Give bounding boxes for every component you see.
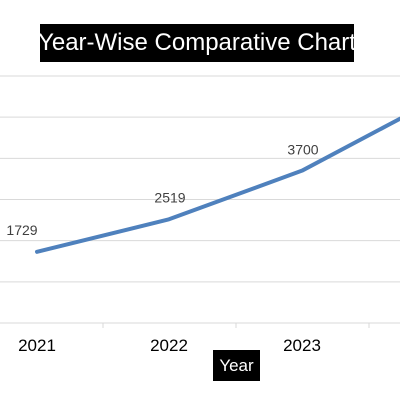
x-axis-label: Year — [213, 350, 260, 381]
data-label: 2519 — [154, 189, 185, 205]
x-axis-ticks: 2021 2022 2023 — [18, 336, 321, 355]
chart-title: Year-Wise Comparative Chart — [38, 24, 356, 62]
x-tick-label: 2023 — [283, 336, 321, 355]
data-label: 1729 — [6, 222, 37, 238]
gridlines — [0, 75, 400, 328]
series-line — [35, 116, 400, 254]
x-tick-label: 2021 — [18, 336, 56, 355]
data-label: 3700 — [287, 142, 318, 158]
x-tick-label: 2022 — [150, 336, 188, 355]
data-labels: 1729 2519 3700 — [6, 142, 318, 238]
